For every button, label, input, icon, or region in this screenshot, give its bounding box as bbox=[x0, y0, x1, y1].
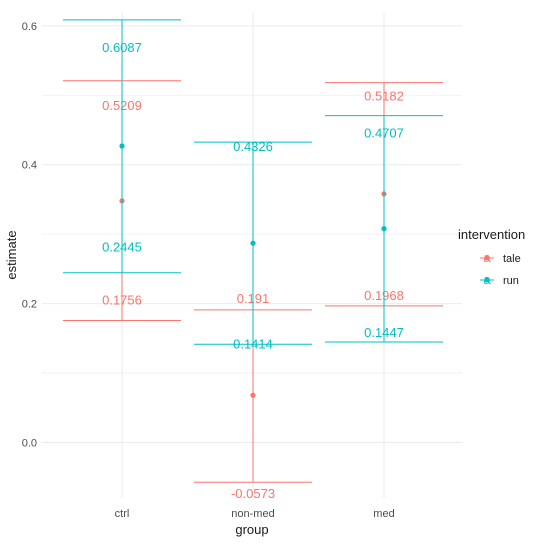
x-tick-label: non-med bbox=[231, 508, 274, 520]
y-axis-ticks: 0.0 0.2 0.4 0.6 bbox=[22, 21, 37, 450]
lower-value-label: -0.0573 bbox=[231, 486, 275, 501]
upper-value-label: 0.4326 bbox=[233, 139, 273, 154]
estimate-point bbox=[250, 240, 256, 246]
estimate-point bbox=[119, 143, 125, 149]
lower-value-label: 0.2445 bbox=[102, 240, 142, 255]
grid-lines bbox=[42, 12, 462, 498]
x-tick-label: ctrl bbox=[115, 508, 130, 520]
legend-key-point bbox=[484, 255, 490, 261]
x-axis-ticks: ctrl non-med med bbox=[115, 508, 395, 520]
legend-item-label: run bbox=[503, 275, 519, 287]
lower-value-label: 0.1447 bbox=[364, 325, 404, 340]
lower-value-label: 0.1414 bbox=[233, 336, 273, 351]
y-axis-title: estimate bbox=[4, 230, 19, 279]
y-tick-label: 0.6 bbox=[22, 21, 37, 33]
legend-item-run: a run bbox=[480, 272, 519, 287]
y-tick-label: 0.0 bbox=[22, 437, 37, 449]
upper-value-label: 0.6087 bbox=[102, 40, 142, 55]
legend-item-tale: a tale bbox=[480, 250, 521, 265]
estimate-point bbox=[250, 392, 256, 398]
legend-item-label: tale bbox=[503, 253, 521, 265]
legend-key-point bbox=[484, 277, 490, 283]
legend-key-glyph: a bbox=[483, 272, 491, 287]
x-tick-label: med bbox=[373, 508, 394, 520]
upper-value-label: 0.4707 bbox=[364, 126, 404, 141]
legend-key-glyph: a bbox=[483, 250, 491, 265]
series-run: 0.6087 0.2445 0.4326 0.1414 0.4707 0.1447 bbox=[63, 19, 443, 351]
y-tick-label: 0.4 bbox=[22, 160, 37, 172]
legend-title: intervention bbox=[458, 227, 525, 242]
estimate-point bbox=[381, 226, 387, 232]
y-tick-label: 0.2 bbox=[22, 299, 37, 311]
lower-value-label: 0.1756 bbox=[102, 293, 142, 308]
upper-value-label: 0.5182 bbox=[364, 89, 404, 104]
x-axis-title: group bbox=[235, 522, 268, 537]
